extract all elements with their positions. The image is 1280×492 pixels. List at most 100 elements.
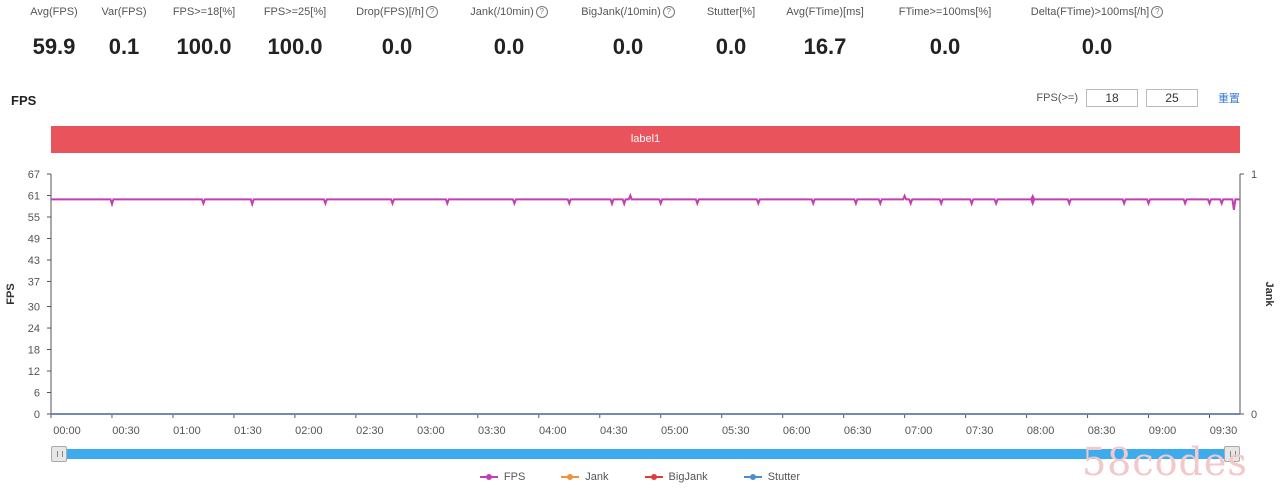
legend-label: BigJank bbox=[668, 471, 708, 483]
x-tick-label-13: 06:30 bbox=[844, 425, 872, 437]
y-tick-label-1: 6 bbox=[34, 388, 40, 400]
stat-1: Var(FPS) 0.1 bbox=[54, 6, 194, 60]
y-tick-label-2: 12 bbox=[28, 366, 40, 378]
y-tick-label-6: 37 bbox=[28, 276, 40, 288]
legend-marker bbox=[485, 474, 492, 480]
x-tick-label-1: 00:30 bbox=[112, 425, 140, 437]
stat-0: Avg(FPS) 59.9 bbox=[0, 6, 124, 60]
x-tick-label-10: 05:00 bbox=[661, 425, 689, 437]
slider-handle-right[interactable] bbox=[1224, 446, 1240, 462]
stat-5: Jank(/10min)? 0.0 bbox=[439, 6, 579, 60]
info-icon[interactable]: ? bbox=[1151, 6, 1164, 18]
threshold-input-1[interactable] bbox=[1086, 89, 1138, 107]
legend-item-stutter[interactable]: Stutter bbox=[743, 471, 801, 483]
y-tick-label-10: 61 bbox=[28, 190, 40, 202]
info-icon[interactable]: ? bbox=[662, 6, 675, 18]
x-tick-label-19: 09:30 bbox=[1210, 425, 1238, 437]
y-tick-label-0: 0 bbox=[34, 409, 40, 421]
stat-8: Avg(FTime)[ms] 16.7 bbox=[755, 6, 895, 60]
x-tick-label-7: 03:30 bbox=[478, 425, 506, 437]
x-tick-label-14: 07:00 bbox=[905, 425, 933, 437]
info-icon[interactable]: ? bbox=[425, 6, 438, 18]
legend-item-bigjank[interactable]: BigJank bbox=[644, 471, 708, 483]
legend-item-jank[interactable]: Jank bbox=[561, 471, 609, 483]
legend-marker bbox=[567, 474, 574, 480]
y-tick-label-9: 55 bbox=[28, 212, 40, 224]
x-tick-label-18: 09:00 bbox=[1149, 425, 1177, 437]
stat-label: FTime>=100ms[%] bbox=[875, 6, 1015, 18]
stat-2: FPS>=18[%] 100.0 bbox=[134, 6, 274, 60]
legend-swatch bbox=[644, 474, 663, 480]
legend-item-fps[interactable]: FPS bbox=[479, 471, 525, 483]
stat-value: 0.0 bbox=[381, 34, 413, 59]
x-tick-label-16: 08:00 bbox=[1027, 425, 1055, 437]
y-tick-label-8: 49 bbox=[28, 233, 40, 245]
x-tick-label-5: 02:30 bbox=[356, 425, 384, 437]
time-range-slider[interactable] bbox=[51, 446, 1240, 462]
legend-label: Stutter bbox=[767, 471, 801, 483]
stat-10: Delta(FTime)>100ms[/h]? 0.0 bbox=[1027, 6, 1167, 60]
slider-handle-left[interactable] bbox=[51, 446, 67, 462]
fps-threshold-controls: FPS(>=) 重置 bbox=[1036, 89, 1240, 107]
stat-value: 0.0 bbox=[1081, 34, 1113, 59]
stat-label: Drop(FPS)[/h]? bbox=[327, 6, 467, 18]
chart-title: FPS bbox=[11, 93, 37, 108]
legend-marker bbox=[749, 474, 756, 480]
y2-tick-label-1: 1 bbox=[1251, 169, 1257, 181]
stat-label-text: Stutter[%] bbox=[706, 6, 756, 18]
stat-label-text: Drop(FPS)[/h] bbox=[356, 6, 424, 18]
stat-label-text: Jank(/10min) bbox=[470, 6, 534, 18]
stat-6: BigJank(/10min)? 0.0 bbox=[558, 6, 698, 60]
stat-4: Drop(FPS)[/h]? 0.0 bbox=[327, 6, 467, 60]
stat-9: FTime>=100ms[%] 0.0 bbox=[875, 6, 1015, 60]
watermark: 58codes bbox=[1082, 440, 1248, 484]
stat-label-text: BigJank(/10min) bbox=[581, 6, 661, 18]
stat-3: FPS>=25[%] 100.0 bbox=[225, 6, 365, 60]
threshold-input-2[interactable] bbox=[1146, 89, 1198, 107]
x-tick-label-11: 05:30 bbox=[722, 425, 750, 437]
stat-value: 100.0 bbox=[176, 34, 232, 59]
stat-label: BigJank(/10min)? bbox=[558, 6, 698, 18]
stat-label: Delta(FTime)>100ms[/h]? bbox=[1027, 6, 1167, 18]
y-axis-label: FPS bbox=[5, 283, 17, 304]
stat-label-text: Var(FPS) bbox=[101, 6, 147, 18]
stat-value: 100.0 bbox=[267, 34, 323, 59]
chart-legend: FPS Jank BigJank Stutter bbox=[0, 471, 1280, 483]
stat-value: 16.7 bbox=[803, 34, 847, 59]
stat-value: 0.1 bbox=[108, 34, 140, 59]
y-tick-label-3: 18 bbox=[28, 345, 40, 357]
y-tick-label-4: 24 bbox=[28, 323, 40, 335]
stat-value: 0.0 bbox=[715, 34, 747, 59]
x-tick-label-3: 01:30 bbox=[234, 425, 262, 437]
stat-label-text: FPS>=18[%] bbox=[172, 6, 236, 18]
y2-tick-label-0: 0 bbox=[1251, 409, 1257, 421]
stat-label: Avg(FPS) bbox=[0, 6, 124, 18]
x-tick-label-2: 01:00 bbox=[173, 425, 201, 437]
y-tick-label-11: 67 bbox=[28, 169, 40, 181]
fps-chart: 0 6 12 18 24 30 37 43 49 55 61 67 0 1 FPS Jank 00:00 00:3… bbox=[5, 169, 1275, 437]
label-band[interactable]: label1 bbox=[51, 126, 1240, 153]
y2-axis-label: Jank bbox=[1263, 281, 1275, 307]
slider-track[interactable] bbox=[59, 449, 1232, 459]
stat-7: Stutter[%] 0.0 bbox=[661, 6, 801, 60]
info-icon[interactable]: ? bbox=[535, 6, 548, 18]
x-tick-label-12: 06:00 bbox=[783, 425, 811, 437]
legend-swatch bbox=[743, 474, 762, 480]
x-tick-label-4: 02:00 bbox=[295, 425, 323, 437]
x-tick-label-17: 08:30 bbox=[1088, 425, 1116, 437]
x-tick-label-8: 04:00 bbox=[539, 425, 567, 437]
threshold-label: FPS(>=) bbox=[1036, 92, 1078, 104]
stat-value: 0.0 bbox=[929, 34, 961, 59]
reset-button[interactable]: 重置 bbox=[1218, 93, 1240, 105]
stat-value: 0.0 bbox=[493, 34, 525, 59]
x-tick-label-9: 04:30 bbox=[600, 425, 628, 437]
series-line-fps bbox=[51, 192, 1240, 210]
legend-marker bbox=[650, 474, 657, 480]
legend-label: Jank bbox=[585, 471, 609, 483]
stat-label: Stutter[%] bbox=[661, 6, 801, 18]
stat-label-text: Avg(FPS) bbox=[30, 6, 78, 18]
legend-swatch bbox=[479, 474, 498, 480]
stat-label-text: Avg(FTime)[ms] bbox=[786, 6, 864, 18]
stat-label: FPS>=25[%] bbox=[225, 6, 365, 18]
stat-label-text: FPS>=25[%] bbox=[263, 6, 327, 18]
